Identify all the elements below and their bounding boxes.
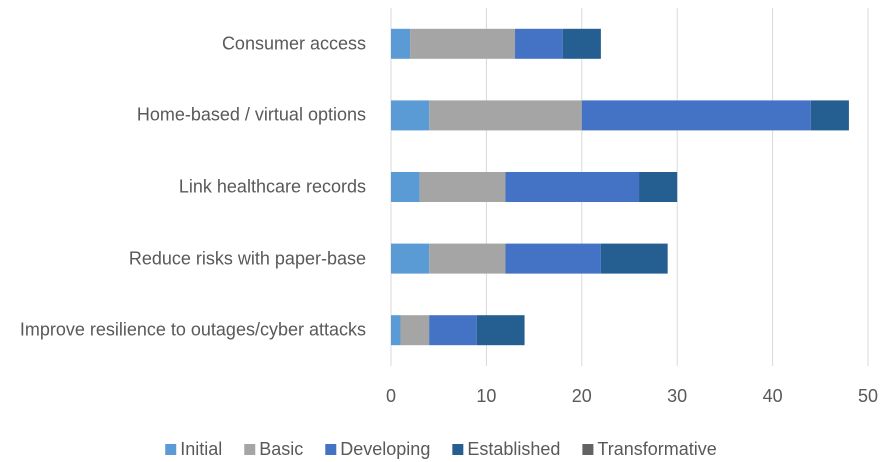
legend-label: Developing <box>340 439 430 459</box>
bar-segment <box>410 28 516 59</box>
bar-segment <box>639 172 678 202</box>
bar-segment <box>476 315 525 346</box>
x-tick-label: 30 <box>667 386 687 406</box>
x-tick-label: 40 <box>763 386 783 406</box>
legend-label: Basic <box>259 439 303 459</box>
x-tick-label: 20 <box>572 386 592 406</box>
legend-swatch <box>165 444 177 455</box>
bar-segment <box>429 100 582 131</box>
category-label: Consumer access <box>221 33 366 54</box>
bar-segment <box>515 28 563 59</box>
bar-segment <box>429 243 506 274</box>
category-label: Home-based / virtual options <box>136 104 366 125</box>
legend-label: Established <box>467 439 560 459</box>
bar-segment <box>810 100 849 131</box>
bar-segment <box>429 315 477 346</box>
category-label: Reduce risks with paper-base <box>128 248 366 269</box>
bar-segment <box>391 315 401 346</box>
bar-segment <box>562 28 601 59</box>
bar-segment <box>400 315 430 346</box>
bar-segment <box>505 243 601 274</box>
category-label: Improve resilience to outages/cyber atta… <box>19 319 366 340</box>
bar-segment <box>419 172 506 202</box>
bar-segment <box>391 243 430 274</box>
bar-segment <box>600 243 668 274</box>
bar-segment <box>581 100 811 131</box>
x-tick-label: 50 <box>858 386 878 406</box>
legend-swatch <box>452 444 464 455</box>
legend-swatch <box>582 444 594 455</box>
bar-segment <box>505 172 640 202</box>
x-tick-label: 0 <box>386 386 396 406</box>
x-tick-label: 10 <box>476 386 496 406</box>
legend-swatch <box>244 444 256 455</box>
legend-swatch <box>325 444 337 455</box>
category-label: Link healthcare records <box>178 176 366 197</box>
bar-segment <box>391 28 411 59</box>
legend-label: Transformative <box>597 439 716 459</box>
bar-segment <box>391 172 420 202</box>
bar-segment <box>391 100 430 131</box>
legend-label: Initial <box>180 439 222 459</box>
